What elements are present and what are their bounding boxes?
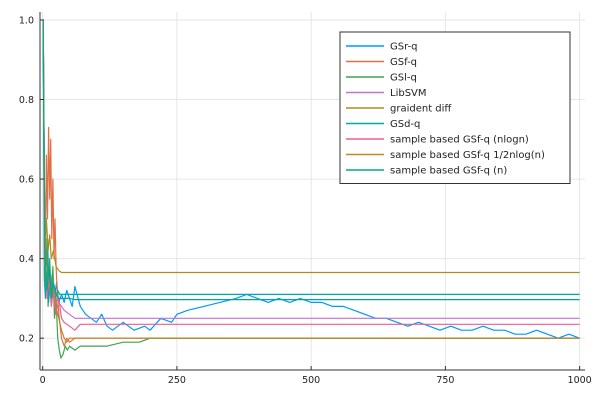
y-tick-label-0: 0.2 [19, 334, 34, 345]
series-line-3 [42, 19, 580, 319]
legend-label-2: GSl-q [390, 73, 417, 84]
legend: GSr-q GSf-q GSl-q LibSVM graident diff GSd-q s… [339, 31, 571, 184]
legend-label-1: GSf-q [390, 57, 417, 68]
legend-label-0: GSr-q [390, 42, 418, 53]
x-tick-label-3: 750 [436, 375, 454, 386]
series-line-8 [42, 19, 580, 301]
x-tick-label-2: 500 [302, 375, 320, 386]
y-tick-label-2: 0.6 [19, 175, 34, 186]
x-tick-label-1: 250 [168, 375, 186, 386]
legend-label-6: sample based GSf-q (nlogn) [390, 135, 529, 146]
y-tick-label-4: 1.0 [19, 15, 34, 26]
series-lines [42, 19, 580, 359]
series-line-6 [42, 19, 580, 331]
tick-labels: 0 250 500 750 1000 0.2 0.4 0.6 0.8 1.0 [19, 15, 592, 386]
series-line-4 [42, 19, 580, 274]
series-line-0 [42, 19, 580, 339]
series-line-5 [42, 19, 580, 303]
legend-label-7: sample based GSf-q 1/2nlog(n) [390, 150, 545, 161]
x-tick-label-0: 0 [40, 375, 46, 386]
legend-label-4: graident diff [390, 104, 452, 115]
axes [39, 12, 585, 371]
x-tick-label-4: 1000 [568, 375, 592, 386]
y-tick-label-1: 0.4 [19, 254, 34, 265]
legend-label-3: LibSVM [390, 88, 427, 99]
legend-label-5: GSd-q [390, 119, 420, 130]
y-tick-label-3: 0.8 [19, 95, 34, 106]
legend-label-8: sample based GSf-q (n) [390, 166, 507, 177]
